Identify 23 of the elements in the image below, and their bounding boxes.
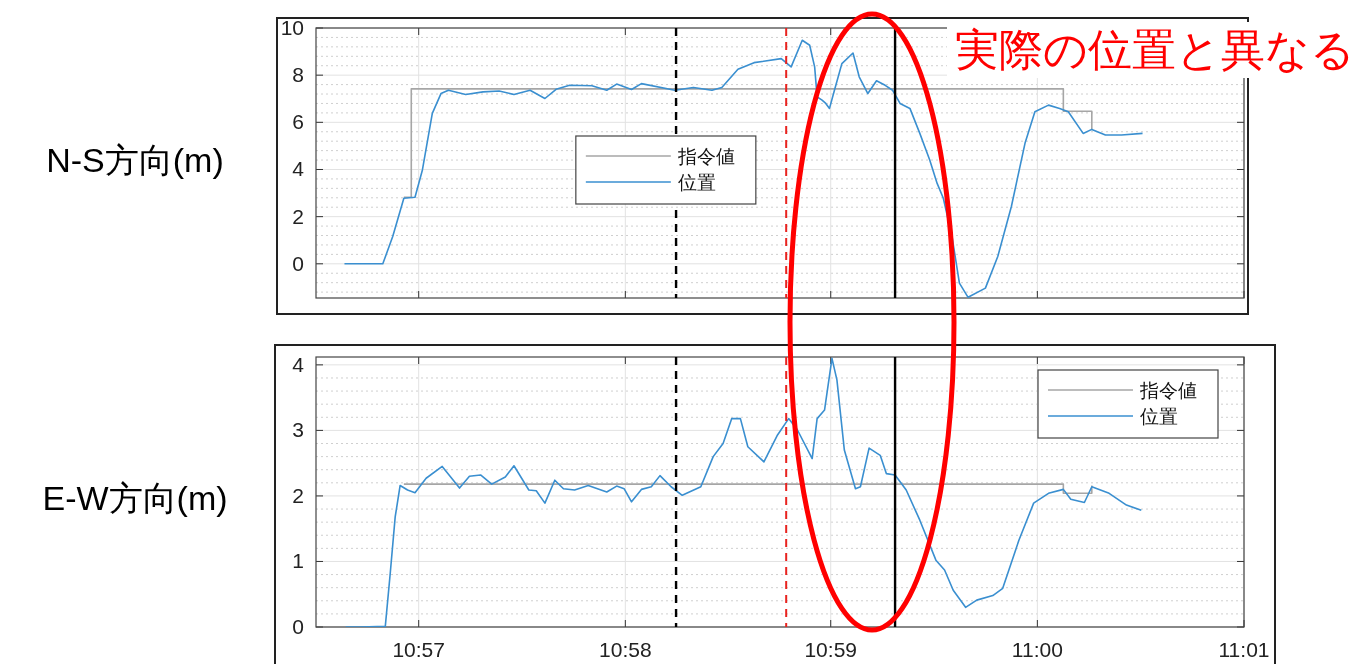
y-tick-label: 8 xyxy=(292,63,304,87)
y-tick-label: 1 xyxy=(292,549,304,573)
x-tick-label: 11:00 xyxy=(1011,638,1063,661)
y-tick-label: 4 xyxy=(292,352,305,376)
x-tick-label: 10:58 xyxy=(599,638,652,661)
y-tick-label: 6 xyxy=(292,110,304,134)
x-tick-label: 10:57 xyxy=(392,638,445,661)
legend-label: 指令値 xyxy=(676,146,735,167)
legend-label: 指令値 xyxy=(1139,380,1197,401)
y-tick-label: 3 xyxy=(292,418,304,442)
legend-label: 位置 xyxy=(1140,406,1178,427)
y-tick-label: 10 xyxy=(280,16,304,39)
y-tick-label: 2 xyxy=(292,204,304,228)
y-axis-title: N-S方向(m) xyxy=(46,141,224,179)
legend-label: 位置 xyxy=(677,172,716,193)
y-tick-label: 2 xyxy=(292,483,304,507)
x-tick-label: 10:59 xyxy=(804,638,858,661)
x-tick-label: 11:01 xyxy=(1218,638,1270,661)
y-tick-label: 0 xyxy=(292,251,304,275)
annotation: 実際の位置と異なる xyxy=(955,25,1355,74)
y-tick-label: 0 xyxy=(292,615,304,638)
y-axis-title: E-W方向(m) xyxy=(42,479,228,517)
y-tick-label: 4 xyxy=(292,157,305,181)
